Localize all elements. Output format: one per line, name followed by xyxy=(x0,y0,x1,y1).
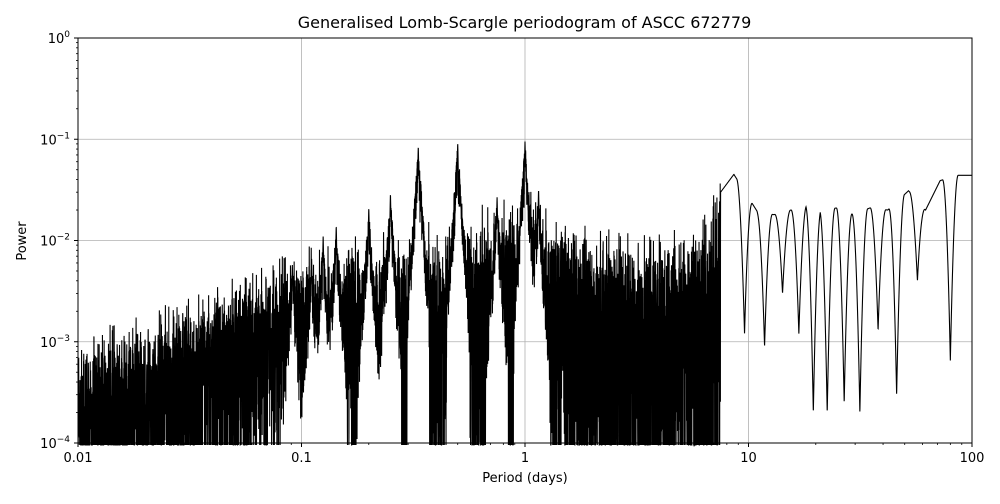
y-tick-label: 100 xyxy=(48,30,71,47)
chart-title: Generalised Lomb-Scargle periodogram of … xyxy=(298,13,752,32)
axis-ticks: 0.01 0.1 1 10 100 10−4 10−3 10−2 10−1 100 xyxy=(40,30,984,466)
y-axis-label: Power xyxy=(15,221,30,261)
y-tick-label: 10−1 xyxy=(40,131,70,148)
x-tick-label: 1 xyxy=(521,451,529,466)
periodogram-line xyxy=(77,141,972,447)
x-tick-label: 100 xyxy=(960,451,985,466)
y-tick-label: 10−4 xyxy=(40,435,70,452)
y-tick-label: 10−2 xyxy=(40,233,70,250)
x-axis-label: Period (days) xyxy=(482,471,568,486)
y-tick-label: 10−3 xyxy=(40,334,70,351)
x-tick-label: 10 xyxy=(740,451,757,466)
x-tick-label: 0.1 xyxy=(291,451,312,466)
x-tick-label: 0.01 xyxy=(64,451,93,466)
periodogram-series-line xyxy=(77,141,972,447)
